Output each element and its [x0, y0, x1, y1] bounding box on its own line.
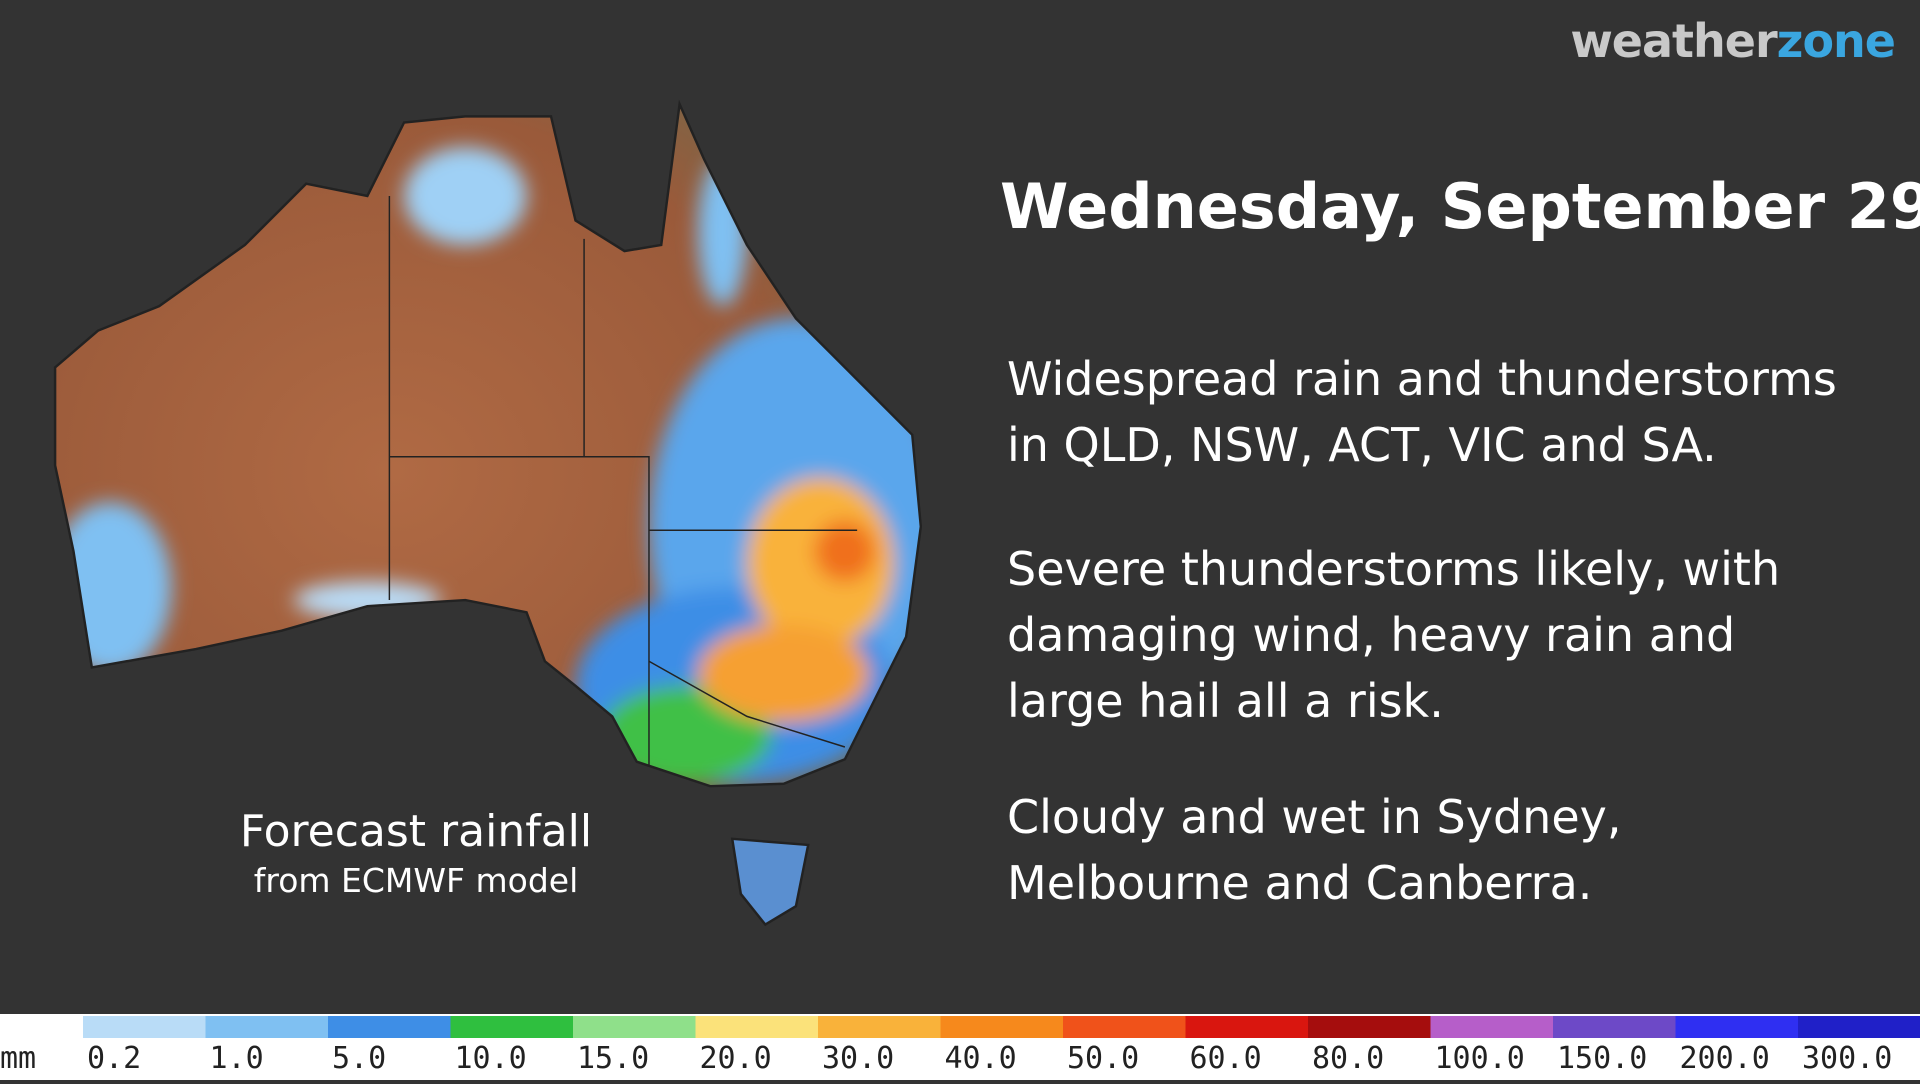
paragraph-line: Severe thunderstorms likely, with: [1007, 542, 1781, 596]
legend-swatch: [1675, 1016, 1798, 1038]
legend-swatch: [1308, 1016, 1431, 1038]
legend-label: 20.0: [700, 1041, 772, 1076]
logo-text: weather: [1570, 14, 1777, 68]
legend-label: 0.2: [87, 1041, 141, 1076]
caption-line: from ECMWF model: [253, 861, 579, 900]
legend-label: 80.0: [1312, 1041, 1384, 1076]
legend-swatch: [1553, 1016, 1676, 1038]
legend-label: 50.0: [1067, 1041, 1139, 1076]
legend-label: 200.0: [1680, 1041, 1770, 1076]
legend-scale: mm 0.2 1.0 5.0 10.0 15.0 20.0 30.0 40.0 50.0 60.0 8…: [0, 1016, 1920, 1076]
legend-swatch: [328, 1016, 451, 1038]
paragraph-line: large hail all a risk.: [1007, 674, 1444, 728]
legend-label: 40.0: [945, 1041, 1017, 1076]
legend-swatch: [818, 1016, 941, 1038]
legend-unit: mm: [0, 1041, 36, 1076]
legend-swatch: [940, 1016, 1063, 1038]
legend-label: 15.0: [577, 1041, 649, 1076]
paragraph-line: Melbourne and Canberra.: [1007, 856, 1593, 910]
paragraph-line: damaging wind, heavy rain and: [1007, 608, 1736, 662]
legend-swatch: [450, 1016, 573, 1038]
caption-line: Forecast rainfall: [239, 806, 593, 857]
rainfall-map: [53, 102, 923, 927]
legend-label: 60.0: [1190, 1041, 1262, 1076]
legend-label: 5.0: [332, 1041, 386, 1076]
legend-swatch: [1185, 1016, 1308, 1038]
legend-swatch: [205, 1016, 328, 1038]
legend-swatch: [1063, 1016, 1186, 1038]
paragraph-line: Cloudy and wet in Sydney,: [1007, 790, 1622, 844]
legend-label: 300.0: [1802, 1041, 1892, 1076]
logo: weatherzone: [1570, 14, 1896, 68]
paragraph: Cloudy and wet in Sydney, Melbourne and C…: [1007, 784, 1621, 916]
legend-swatch: [1430, 1016, 1553, 1038]
legend-label: 10.0: [455, 1041, 527, 1076]
title: Wednesday, September 29: [1000, 170, 1920, 243]
legend-label: 150.0: [1557, 1041, 1647, 1076]
legend-swatch: [695, 1016, 818, 1038]
legend-swatch: [573, 1016, 696, 1038]
legend-label: 30.0: [822, 1041, 894, 1076]
legend-swatch: [83, 1016, 206, 1038]
legend-label: 1.0: [210, 1041, 264, 1076]
legend-swatch: [1798, 1016, 1920, 1038]
paragraph-line: Widespread rain and thunderstorms: [1007, 352, 1837, 406]
legend: mm 0.2 1.0 5.0 10.0 15.0 20.0 30.0 40.0 50.0 60.0 8…: [0, 1014, 1920, 1080]
paragraph: Widespread rain and thunderstorms in QLD,…: [1007, 346, 1837, 478]
paragraph: Severe thunderstorms likely, with damagin…: [1007, 536, 1780, 734]
map-caption: Forecast rainfall from ECMWF model: [240, 806, 592, 900]
legend-label: 100.0: [1435, 1041, 1525, 1076]
logo-text: zone: [1776, 14, 1896, 68]
paragraph-line: in QLD, NSW, ACT, VIC and SA.: [1007, 418, 1717, 472]
